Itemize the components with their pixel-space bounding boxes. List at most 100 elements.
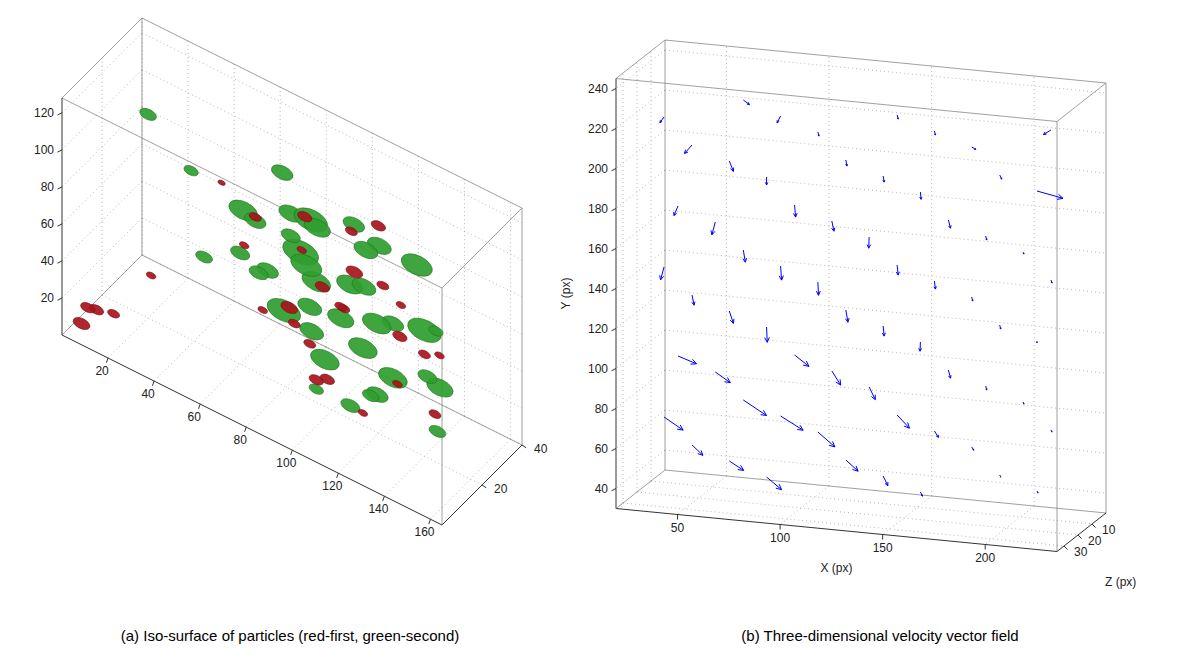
grid-line [780, 486, 829, 525]
velocity-arrow [1036, 341, 1038, 343]
axis-line [442, 445, 522, 525]
particle [182, 163, 200, 178]
box-edge [665, 40, 666, 470]
axes: 20406080100120140160204020406080100120 [34, 106, 548, 539]
box-edge [142, 18, 143, 255]
grid [62, 18, 522, 519]
box-edge [616, 470, 665, 509]
velocity-arrow [818, 132, 819, 136]
velocity-arrow [692, 295, 695, 305]
particle [279, 299, 300, 316]
velocity-arrow [1000, 175, 1002, 179]
velocity-arrow [765, 327, 770, 342]
tick [1092, 524, 1096, 528]
particle [391, 329, 409, 344]
box-edge [616, 40, 665, 79]
particle [351, 238, 380, 262]
particle [287, 317, 302, 329]
tick [337, 473, 339, 478]
marks [71, 106, 456, 440]
tick [58, 113, 62, 115]
grid-line [1034, 76, 1035, 506]
velocity-arrow [832, 371, 841, 385]
tick [291, 450, 293, 455]
velocity-arrow [972, 447, 974, 450]
grid-line [292, 370, 372, 450]
tick [612, 129, 616, 131]
tick-label: 150 [873, 541, 893, 555]
grid-line [142, 107, 522, 297]
tick [612, 289, 616, 291]
grid-line [62, 70, 142, 150]
velocity-arrow [1043, 130, 1051, 135]
velocity-arrow [692, 445, 703, 455]
velocity-arrow [972, 147, 976, 149]
grid-line [102, 58, 103, 295]
velocity-arrow [845, 310, 849, 322]
grid-line [464, 179, 465, 416]
marks [660, 100, 1063, 496]
caption: (b) Three-dimensional velocity vector fi… [741, 627, 1018, 644]
velocity-arrow [818, 432, 835, 447]
box-edge [1057, 122, 1058, 552]
particle [145, 271, 157, 281]
velocity-arrow [869, 387, 875, 400]
velocity-arrow [743, 400, 766, 416]
velocity-arrow [816, 282, 820, 295]
velocity-arrow [986, 386, 987, 390]
velocity-arrow [896, 265, 899, 275]
tick [429, 519, 431, 524]
velocity-arrow [934, 131, 935, 135]
tick-label: 140 [368, 502, 388, 516]
grid-line [234, 64, 235, 301]
tick [58, 150, 62, 152]
tick-label: 160 [588, 242, 608, 256]
grid-line [62, 107, 142, 187]
velocity-arrow [846, 160, 848, 166]
grid-line [651, 51, 652, 481]
particle [359, 309, 394, 338]
box-edge [142, 255, 522, 445]
particle [357, 408, 369, 418]
particle [370, 218, 388, 233]
particle [416, 367, 440, 387]
tick-label: 240 [588, 82, 608, 96]
tick-label: 120 [588, 322, 608, 336]
tick-label: 80 [234, 433, 248, 447]
velocity-arrow [972, 297, 973, 301]
grid-line [726, 46, 727, 476]
grid-line [142, 181, 522, 371]
particle [79, 300, 97, 315]
velocity-arrow [934, 431, 938, 437]
tick-label: 20 [95, 364, 109, 378]
box-edge [442, 288, 443, 525]
grid-line [665, 210, 1106, 253]
particle [138, 106, 159, 123]
tick [58, 187, 62, 189]
box-edge [1106, 83, 1107, 513]
particle [106, 308, 121, 320]
grid-line [142, 70, 522, 260]
axes: 50100150200X (px)40608010012014016018020… [559, 82, 1136, 589]
velocity-arrow [674, 206, 678, 216]
box-edge [522, 208, 523, 445]
velocity-arrow [660, 117, 664, 123]
axis-title: Y (px) [559, 278, 573, 310]
grid-line [829, 56, 830, 486]
velocity-arrow [867, 237, 870, 248]
velocity-arrow [729, 161, 733, 171]
particle [361, 387, 382, 404]
particle [287, 249, 325, 281]
grid-line [623, 503, 1064, 546]
velocity-arrow [729, 461, 743, 470]
velocity-arrow [832, 221, 835, 231]
grid-line [142, 144, 522, 334]
tick [612, 209, 616, 211]
tick-label: 100 [770, 531, 790, 545]
particle [269, 162, 296, 184]
tick-label: 40 [595, 482, 609, 496]
particle [217, 179, 226, 186]
tick-label: 20 [41, 291, 55, 305]
tick [522, 445, 526, 448]
tick-label: 100 [276, 456, 296, 470]
